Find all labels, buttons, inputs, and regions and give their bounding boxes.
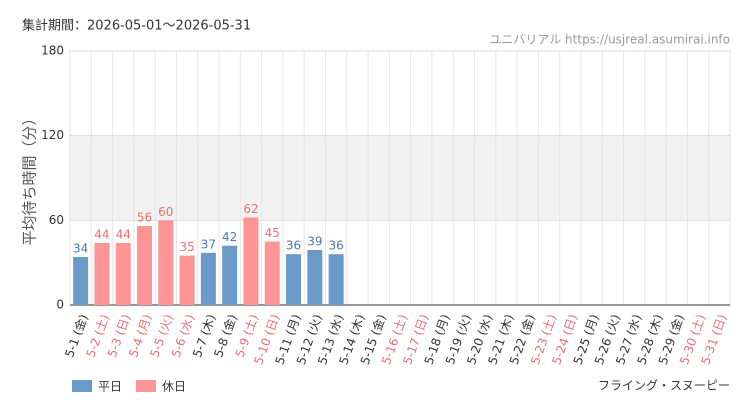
bar	[158, 220, 174, 305]
bar	[73, 257, 89, 305]
bar	[286, 254, 302, 305]
legend-label: 平日	[98, 380, 122, 394]
bar	[115, 242, 131, 305]
bar	[94, 242, 110, 305]
chart-title: フライング・スヌーピー	[598, 379, 730, 393]
shaded-band	[70, 135, 730, 221]
subtitle: 集計期間：2026-05-01～2026-05-31	[22, 18, 251, 34]
data-label: 44	[116, 227, 131, 241]
bar	[222, 245, 238, 305]
data-label: 36	[328, 239, 343, 253]
bar	[137, 225, 153, 305]
bar	[243, 217, 259, 305]
data-label: 42	[222, 230, 237, 244]
bar	[264, 241, 280, 305]
data-label: 60	[158, 205, 173, 219]
bar	[307, 249, 323, 305]
bar	[200, 252, 216, 305]
y-axis-label: 平均待ち時間（分）	[21, 110, 39, 245]
data-label: 37	[201, 237, 216, 251]
legend-swatch	[136, 380, 156, 392]
data-label: 62	[243, 202, 258, 216]
y-tick-label: 120	[41, 128, 64, 142]
y-tick-label: 180	[41, 44, 64, 58]
data-label: 45	[265, 226, 280, 240]
source: ユニバリアル https://usjreal.asumirai.info	[489, 33, 730, 47]
data-label: 39	[307, 234, 322, 248]
legend-swatch	[72, 380, 92, 392]
y-tick-label: 0	[56, 298, 64, 312]
bar	[328, 254, 344, 305]
data-label: 44	[94, 227, 109, 241]
bar	[179, 255, 195, 305]
data-label: 36	[286, 239, 301, 253]
data-label: 56	[137, 210, 152, 224]
data-label: 35	[179, 240, 194, 254]
y-tick-label: 60	[49, 213, 64, 227]
data-label: 34	[73, 242, 88, 256]
legend-label: 休日	[162, 380, 186, 394]
